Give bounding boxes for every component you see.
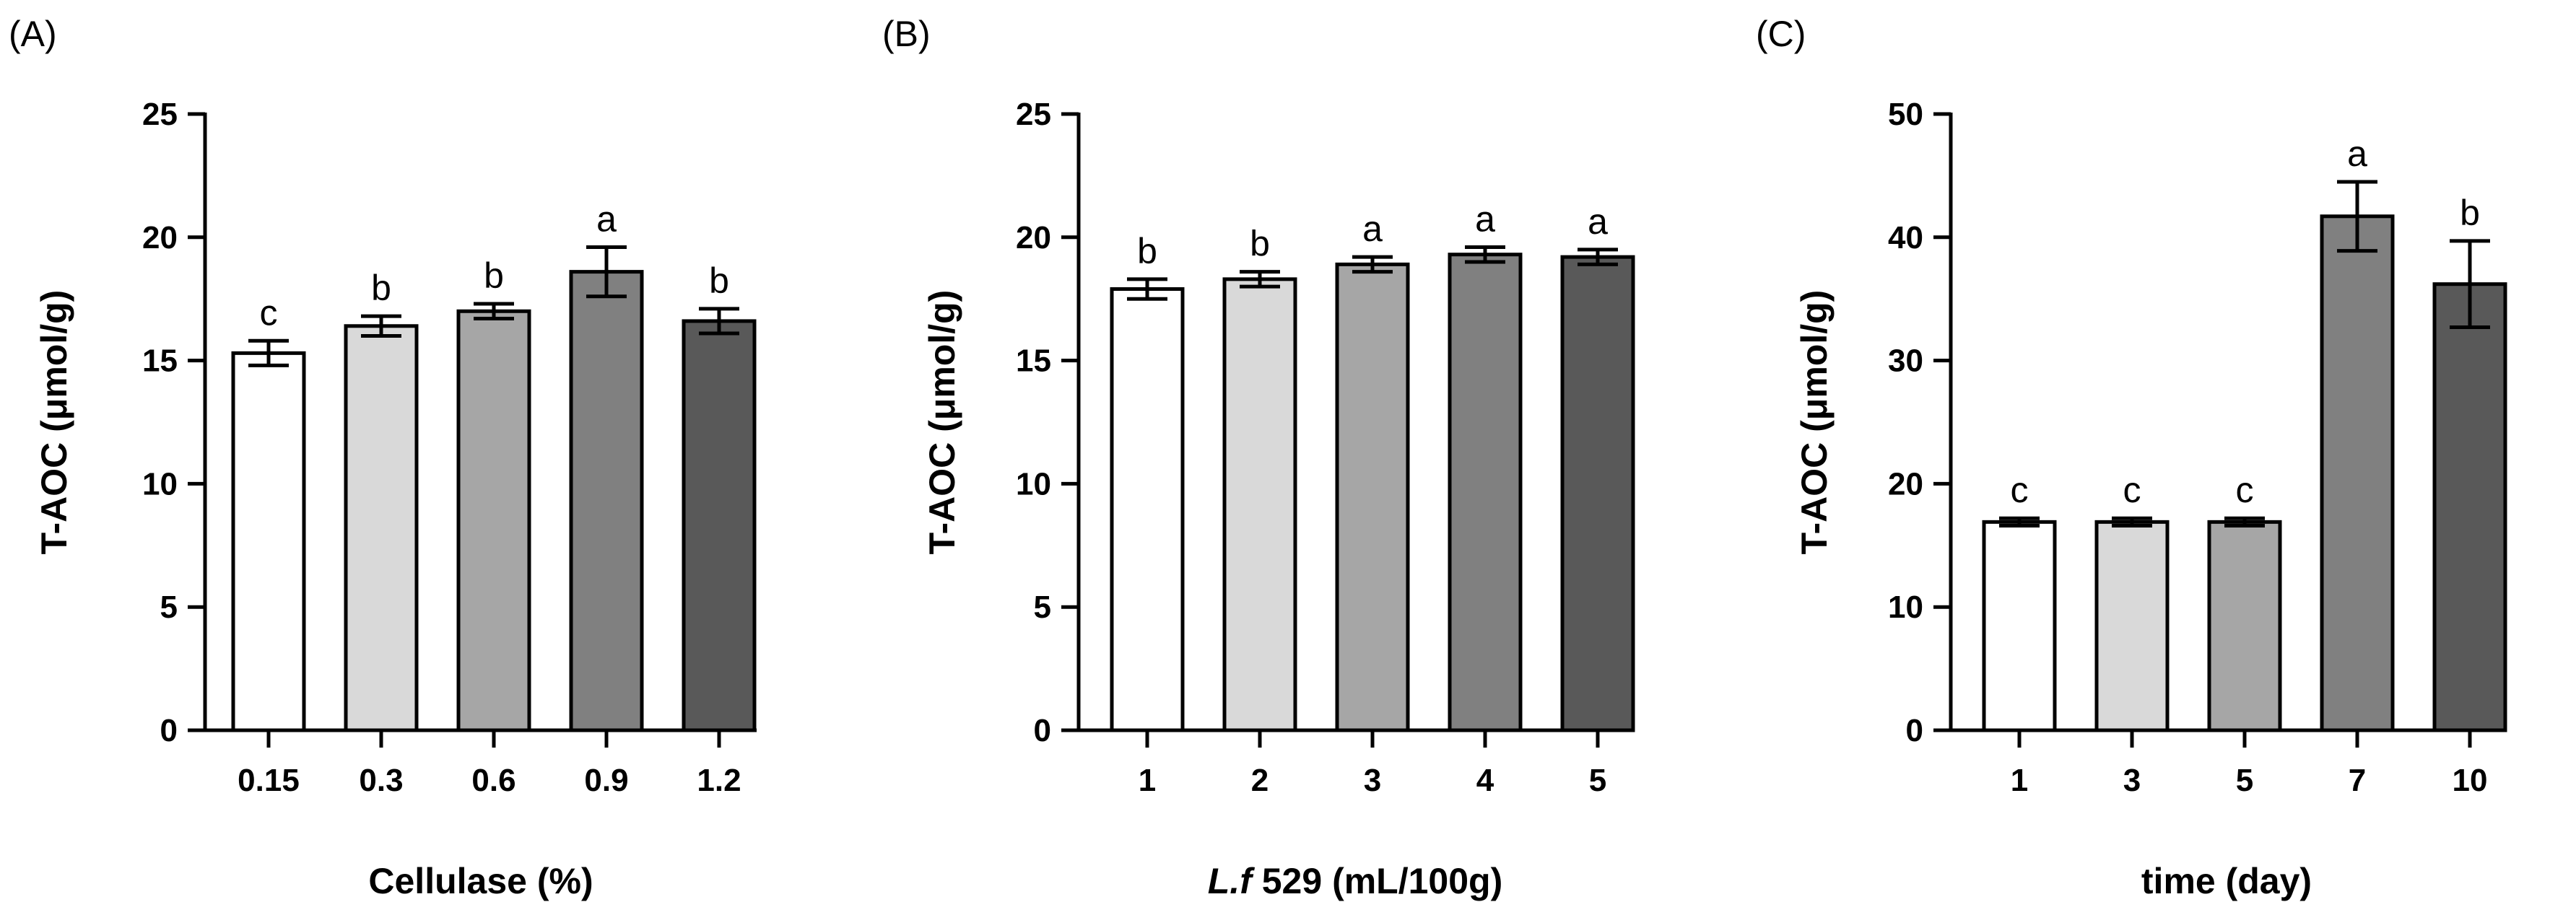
x-axis-title: L.f 529 (mL/100g) xyxy=(1208,861,1502,901)
significance-label: b xyxy=(1137,231,1157,271)
x-axis-title: Cellulase (%) xyxy=(368,861,593,901)
panel-label: (B) xyxy=(882,14,931,54)
bar xyxy=(2094,520,2170,732)
x-tick-label: 1 xyxy=(2011,763,2028,798)
y-tick-label: 10 xyxy=(142,466,178,502)
y-tick-label: 15 xyxy=(142,343,178,379)
bar xyxy=(569,270,644,732)
panel-label: (C) xyxy=(1756,14,1806,54)
y-tick-label: 20 xyxy=(1888,466,1923,502)
bar xyxy=(1335,262,1410,732)
bar xyxy=(231,351,306,732)
x-tick-label: 0.6 xyxy=(471,763,515,798)
y-tick-label: 20 xyxy=(1016,220,1051,255)
y-axis-title: T-AOC (μmol/g) xyxy=(34,290,74,555)
bar xyxy=(1222,277,1297,732)
y-tick-label: 20 xyxy=(142,220,178,255)
significance-label: c xyxy=(2123,470,2141,510)
bar xyxy=(1982,520,2057,732)
significance-label: b xyxy=(2460,193,2480,233)
y-tick-label: 5 xyxy=(160,590,178,625)
panel-a: (A) 0 5 10 15 20 25 T-AOC (μmol/g) c 0.15 b 0.3 b 0.6… xyxy=(9,14,757,901)
y-tick-label: 30 xyxy=(1888,343,1923,379)
significance-label: a xyxy=(2347,133,2367,174)
x-tick-label: 0.3 xyxy=(359,763,403,798)
significance-label: a xyxy=(1475,198,1495,239)
x-tick-label: 7 xyxy=(2349,763,2366,798)
bar xyxy=(456,309,531,732)
significance-label: c xyxy=(2011,470,2029,510)
y-axis-title: T-AOC (μmol/g) xyxy=(922,290,962,555)
significance-label: b xyxy=(371,268,391,308)
x-tick-label: 0.15 xyxy=(238,763,300,798)
y-tick-label: 10 xyxy=(1888,590,1923,625)
y-tick-label: 0 xyxy=(1906,713,1923,748)
panel-b: (B) 0 5 10 15 20 25 T-AOC (μmol/g) b 1 b 2 a 3 a 4 a 5 L.f… xyxy=(882,14,1635,901)
y-tick-label: 0 xyxy=(1034,713,1051,748)
significance-label: c xyxy=(2236,470,2254,510)
x-tick-label: 4 xyxy=(1476,763,1494,798)
x-tick-label: 3 xyxy=(2123,763,2141,798)
y-tick-label: 10 xyxy=(1016,466,1051,502)
bar xyxy=(682,319,757,732)
bar xyxy=(2207,520,2282,732)
x-axis-title-part: time (day) xyxy=(2141,861,2312,901)
x-tick-label: 1.2 xyxy=(697,763,741,798)
y-tick-label: 15 xyxy=(1016,343,1051,379)
panel-label: (A) xyxy=(9,14,57,54)
x-axis-title: time (day) xyxy=(2141,861,2312,901)
x-axis-title-part: 529 (mL/100g) xyxy=(1252,861,1502,901)
x-tick-label: 1 xyxy=(1139,763,1156,798)
y-tick-label: 50 xyxy=(1888,97,1923,132)
bar xyxy=(344,324,419,732)
y-tick-label: 40 xyxy=(1888,220,1923,255)
bar xyxy=(1110,287,1185,732)
y-tick-label: 0 xyxy=(160,713,178,748)
x-tick-label: 10 xyxy=(2453,763,2488,798)
bar xyxy=(2320,214,2395,732)
significance-label: b xyxy=(484,255,504,296)
x-tick-label: 5 xyxy=(2236,763,2253,798)
significance-label: b xyxy=(709,261,729,301)
bar xyxy=(2432,282,2507,732)
x-axis-title-part: Cellulase (%) xyxy=(368,861,593,901)
x-tick-label: 3 xyxy=(1364,763,1381,798)
significance-label: b xyxy=(1250,224,1270,264)
y-tick-label: 5 xyxy=(1034,590,1051,625)
bar xyxy=(1560,255,1635,732)
x-tick-label: 0.9 xyxy=(584,763,628,798)
significance-label: a xyxy=(596,198,617,239)
x-tick-label: 5 xyxy=(1589,763,1606,798)
y-axis-title: T-AOC (μmol/g) xyxy=(1794,290,1835,555)
significance-label: a xyxy=(1362,209,1383,249)
significance-label: a xyxy=(1588,201,1608,242)
x-tick-label: 2 xyxy=(1251,763,1269,798)
y-tick-label: 25 xyxy=(142,97,178,132)
significance-label: c xyxy=(260,292,278,333)
bar xyxy=(1448,253,1523,732)
x-axis-title-part: L.f xyxy=(1208,861,1255,901)
panel-c: (C) 0 10 20 30 40 50 T-AOC (μmol/g) c 1 c 3 c 5 a 7 b 10 t… xyxy=(1756,14,2507,901)
y-tick-label: 25 xyxy=(1016,97,1051,132)
